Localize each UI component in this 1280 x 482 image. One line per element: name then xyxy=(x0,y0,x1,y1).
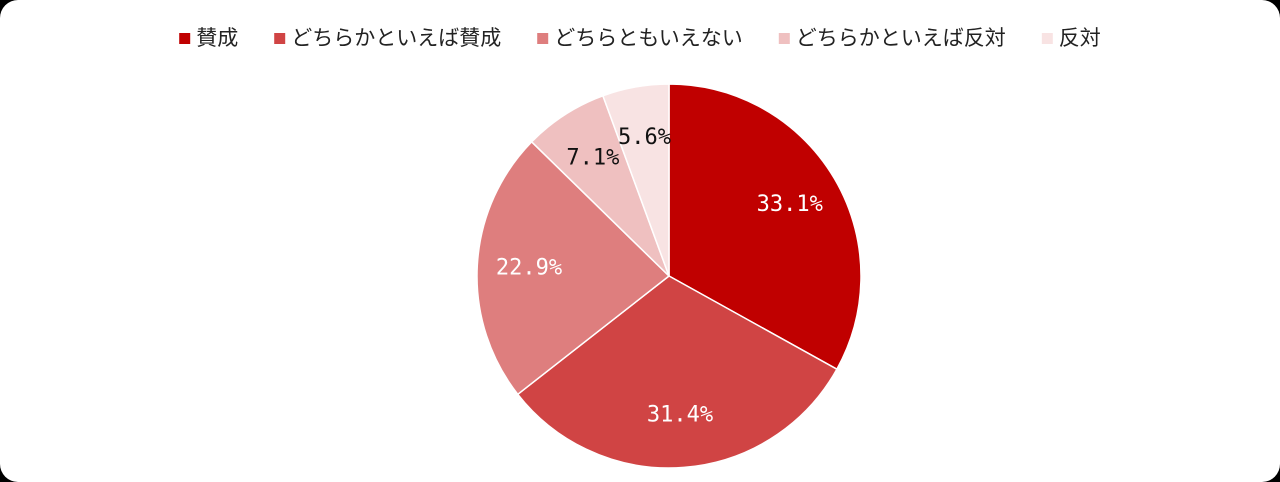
data-label: 31.4% xyxy=(647,403,713,428)
legend: 賛成 どちらかといえば賛成 どちらともいえない どちらかといえば反対 反対 xyxy=(179,26,1101,50)
pie-slice xyxy=(601,83,670,277)
legend-marker xyxy=(537,33,549,44)
legend-label: どちらかといえば賛成 xyxy=(291,26,501,50)
legend-label: 賛成 xyxy=(196,26,238,50)
legend-marker xyxy=(778,33,790,44)
pie-slice xyxy=(668,83,862,371)
data-label: 33.1% xyxy=(757,192,823,217)
data-label: 5.6% xyxy=(618,125,671,150)
data-label: 22.9% xyxy=(496,255,562,280)
legend-marker xyxy=(179,33,191,44)
legend-label: 反対 xyxy=(1059,26,1101,50)
legend-marker xyxy=(274,33,286,44)
legend-label: どちらかといえば反対 xyxy=(796,26,1006,50)
legend-marker xyxy=(1041,33,1053,44)
data-label: 7.1% xyxy=(566,145,619,170)
pie-slice xyxy=(476,140,671,396)
pie-slice xyxy=(516,275,838,469)
legend-label: どちらともいえない xyxy=(554,26,743,50)
